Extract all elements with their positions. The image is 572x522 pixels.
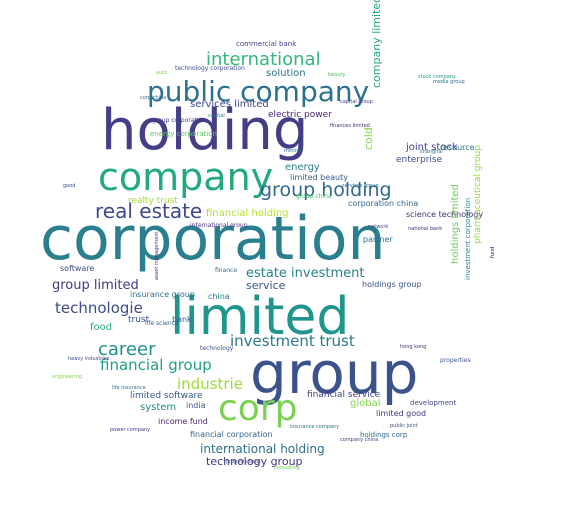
word-global: global bbox=[350, 398, 381, 409]
word-energy: energy bbox=[285, 162, 320, 173]
word-technology-group: technology group bbox=[206, 455, 303, 468]
word-company: company bbox=[98, 155, 273, 199]
word-industrie: industrie bbox=[177, 375, 243, 393]
word-network: network bbox=[368, 224, 388, 230]
word-stock-company: stock company bbox=[418, 74, 456, 80]
word-pharmaceutical-group: pharmaceutical group bbox=[473, 145, 483, 244]
word-public-company: public company bbox=[147, 75, 369, 108]
word-financial-corporation: financial corporation bbox=[190, 430, 272, 439]
word-company-china: company china bbox=[340, 437, 378, 443]
word-holdings-corp: holdings corp bbox=[360, 431, 408, 439]
word-real-estate: real estate bbox=[95, 199, 202, 223]
word-corporation: corporation bbox=[40, 204, 386, 274]
word-technologie: technologie bbox=[55, 299, 143, 317]
word-financial-service: financial service bbox=[307, 390, 381, 400]
word-technology-corporation: technology corporation bbox=[175, 65, 245, 72]
word-shanghai: shanghai bbox=[420, 149, 443, 155]
word-life-insurance: life insurance bbox=[112, 385, 146, 391]
word-group-holding: group holding bbox=[260, 179, 392, 201]
word-services-group: services group bbox=[342, 183, 379, 189]
word-limited-good: limited good bbox=[376, 409, 426, 418]
word-beauty: beauty bbox=[328, 72, 345, 78]
word-engineering: engineering bbox=[52, 374, 82, 380]
word-hong-kong: hong kong bbox=[400, 344, 426, 350]
word-international: international bbox=[206, 49, 321, 70]
word-corporation-china: corporation china bbox=[348, 199, 418, 208]
word-science-technology: science technology bbox=[406, 210, 483, 219]
word-finances-limited: finances limited bbox=[330, 123, 370, 129]
word-financial-group: financial group bbox=[100, 356, 212, 374]
word-service: service bbox=[246, 279, 286, 292]
word-electric-power: electric power bbox=[268, 110, 332, 120]
word-trust: trust bbox=[128, 315, 150, 325]
word-properties: properties bbox=[440, 357, 471, 364]
word-auto: auto bbox=[156, 70, 167, 76]
word-investment-corporation: investment corporation bbox=[464, 198, 472, 280]
word-mining: mining bbox=[284, 148, 301, 154]
word-group-china: group china bbox=[296, 193, 332, 200]
word-asset-management: asset management bbox=[154, 232, 160, 280]
word-finance: finance bbox=[215, 267, 237, 274]
word-career: career bbox=[98, 339, 156, 360]
word-insurance-company: insurance company bbox=[290, 424, 339, 430]
word-technology: technology bbox=[200, 345, 234, 352]
word-holding: holding bbox=[101, 98, 308, 163]
word-group-limited: group limited bbox=[52, 278, 139, 293]
word-international-holding: international holding bbox=[200, 442, 325, 456]
word-china: china bbox=[208, 292, 230, 301]
word-property-trust: property trust bbox=[226, 459, 261, 465]
word-media-group: media group bbox=[433, 79, 465, 85]
word-company-limited: company limited bbox=[370, 0, 383, 88]
word-income-fund: income fund bbox=[158, 417, 208, 426]
word-international-group: international group bbox=[190, 222, 248, 229]
word-food: food bbox=[90, 322, 112, 333]
word-holdings-group: holdings group bbox=[362, 280, 422, 289]
word-fund: fund bbox=[490, 247, 496, 258]
word-energy-corporation: energy corporation bbox=[150, 130, 217, 138]
word-limited: limited bbox=[170, 287, 349, 347]
word-holdings-limited: holdings limited bbox=[450, 184, 461, 264]
word-limited-software: limited software bbox=[130, 391, 203, 401]
word-cold: cold bbox=[362, 127, 375, 150]
word-estate-investment: estate investment bbox=[246, 266, 364, 281]
word-limited-beauty: limited beauty bbox=[290, 173, 348, 182]
word-capital-group: capital group bbox=[340, 99, 373, 105]
word-consulting: consulting bbox=[274, 465, 300, 471]
word-group-corporation: group corporation bbox=[152, 117, 206, 124]
word-joint-stock: joint stock bbox=[405, 142, 458, 153]
word-insurance-group: insurance group bbox=[130, 290, 195, 299]
word-financial-holding: financial holding bbox=[206, 208, 289, 219]
word-national-bank: national bank bbox=[408, 226, 442, 232]
word-software: software bbox=[60, 264, 94, 273]
word-solution: solution bbox=[266, 68, 306, 79]
word-bank: bank bbox=[172, 315, 192, 324]
word-life-science: life science bbox=[145, 320, 179, 327]
word-group: group bbox=[250, 339, 418, 407]
word-investment-trust: investment trust bbox=[230, 332, 355, 350]
word-power-company: power company bbox=[110, 427, 150, 433]
word-corp: corp bbox=[218, 388, 297, 429]
word-realty-trust: realty trust bbox=[128, 196, 178, 206]
word-partner: partner bbox=[363, 235, 393, 244]
word-services-limited: services limited bbox=[190, 99, 269, 110]
word-heavy-industries: heavy industries bbox=[68, 356, 110, 362]
word-enterprise: enterprise bbox=[396, 155, 443, 165]
word-public-joint: public joint bbox=[390, 423, 418, 429]
word-development: development bbox=[410, 399, 456, 407]
word-system: system bbox=[140, 402, 176, 413]
word-capital: capital bbox=[208, 113, 225, 119]
word-resource: resource bbox=[440, 143, 475, 152]
word-corp-china: corp china bbox=[140, 95, 166, 101]
word-good: good bbox=[63, 183, 75, 189]
word-commercial-bank: commercial bank bbox=[236, 40, 297, 48]
word-india: india bbox=[186, 401, 206, 410]
